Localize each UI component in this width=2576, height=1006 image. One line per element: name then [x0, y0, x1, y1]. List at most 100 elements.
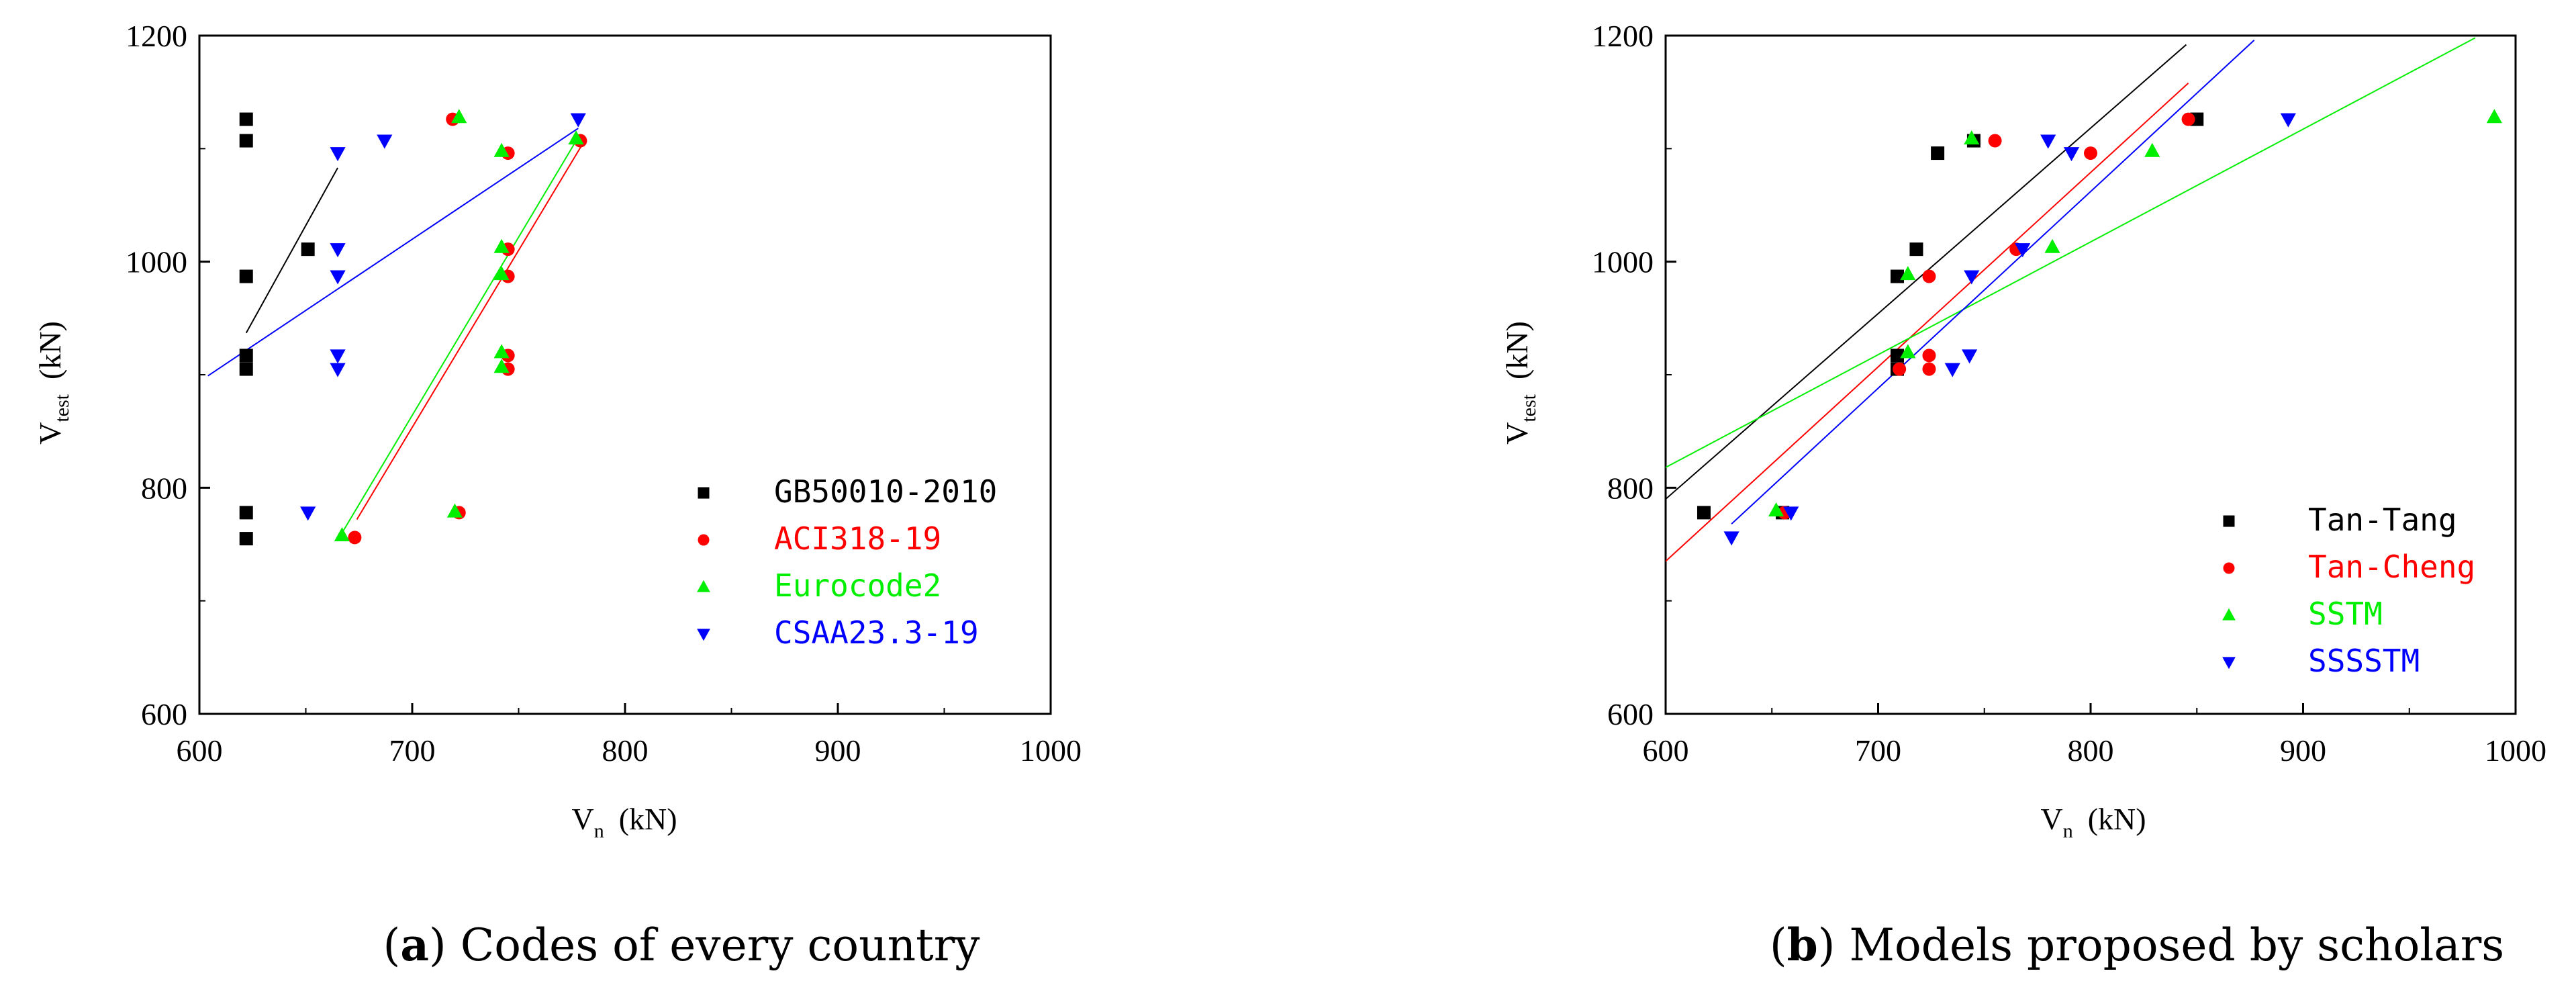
- legend-marker: [2222, 608, 2236, 621]
- data-point: [493, 344, 510, 359]
- legend: GB50010-2010 ACI318-19 Eurocode2 CSAA23.3-1…: [697, 473, 997, 651]
- legend-label: SSTM: [2308, 596, 2383, 632]
- data-point: [493, 266, 510, 281]
- data-point: [239, 506, 253, 520]
- data-point: [330, 270, 346, 285]
- x-axis-label: Vn (kN): [2040, 802, 2146, 842]
- series-SSSSTM: [1723, 113, 2296, 546]
- data-point: [1893, 362, 1907, 376]
- y-tick-label: 1000: [1592, 245, 1654, 279]
- fit-lines: [1666, 37, 2476, 562]
- data-point: [2063, 147, 2080, 162]
- y-tick-label: 1200: [1592, 19, 1654, 53]
- series-ACI318-19: [348, 112, 587, 545]
- data-point: [330, 349, 346, 364]
- y-tick-label: 600: [141, 697, 187, 731]
- data-point: [1783, 506, 1799, 521]
- data-point: [239, 112, 253, 126]
- data-point: [2280, 113, 2296, 128]
- data-point: [2044, 238, 2060, 253]
- y-axis-label: Vtest(kN): [33, 321, 73, 445]
- series-CSAA23.3-19: [300, 113, 586, 521]
- data-point: [239, 269, 253, 283]
- data-point: [239, 362, 253, 376]
- legend-label: Tan-Cheng: [2308, 549, 2475, 585]
- y-tick-label: 800: [1607, 471, 1654, 505]
- x-tick-label: 800: [2068, 733, 2114, 768]
- fit-line-SSSSTM: [1731, 39, 2255, 524]
- data-point: [330, 147, 346, 162]
- x-tick-label: 800: [602, 733, 649, 768]
- legend-label: Tan-Tang: [2308, 502, 2457, 538]
- data-point: [1964, 130, 1980, 145]
- legend-marker: [2223, 562, 2235, 574]
- data-point: [1768, 502, 1784, 516]
- data-point: [1944, 363, 1960, 377]
- x-tick-label: 600: [177, 733, 223, 768]
- plot-frame: [1664, 34, 2517, 715]
- series-Tan-Cheng: [1778, 112, 2195, 520]
- legend-marker: [697, 629, 710, 641]
- x-tick-label: 1000: [1020, 733, 1082, 768]
- data-point: [239, 532, 253, 546]
- legend-label: GB50010-2010: [774, 473, 997, 510]
- data-point: [493, 359, 510, 373]
- panel-caption: (a) Codes of every country: [383, 919, 980, 971]
- fit-line-SSTM: [1666, 37, 2476, 468]
- data-point: [2486, 109, 2502, 124]
- data-point: [300, 506, 316, 521]
- chart-panel-b: 600 700 800 900 1000 600 800 1000 1200 Vn (kN) Vtes…: [1500, 19, 2546, 971]
- legend-marker: [698, 534, 710, 546]
- data-point: [330, 363, 346, 377]
- y-tick-label: 600: [1607, 697, 1654, 731]
- y-tick-label: 800: [141, 471, 187, 505]
- legend-label: Eurocode2: [774, 567, 941, 604]
- fit-line-ACI318-19: [356, 144, 583, 520]
- legend-marker: [2223, 515, 2235, 527]
- series-SSTM: [1768, 109, 2502, 516]
- legend-label: SSSSTM: [2308, 643, 2420, 679]
- data-point: [1922, 362, 1936, 376]
- data-point: [1931, 146, 1945, 161]
- data-point: [1922, 269, 1936, 283]
- fit-line-CSAA23.3-19: [207, 128, 579, 377]
- y-axis-label: Vtest(kN): [1500, 321, 1540, 445]
- legend: Tan-Tang Tan-Cheng SSTM SSSSTM: [2222, 502, 2475, 679]
- data-point: [1697, 506, 1711, 520]
- data-point: [2040, 134, 2056, 149]
- x-tick-label: 700: [1855, 733, 1901, 768]
- plot-frame: [198, 34, 1052, 715]
- x-axis-label: Vn (kN): [571, 802, 677, 842]
- data-point: [1890, 349, 1904, 363]
- data-point: [568, 130, 584, 145]
- legend-label: CSAA23.3-19: [774, 614, 979, 651]
- fit-line-Eurocode2: [341, 136, 579, 534]
- data-point: [239, 349, 253, 363]
- legend-marker: [2222, 657, 2236, 670]
- data-point: [2015, 243, 2031, 258]
- data-point: [348, 531, 362, 545]
- data-point: [2084, 146, 2097, 161]
- x-tick-label: 1000: [2485, 733, 2546, 768]
- x-tick-label: 700: [389, 733, 436, 768]
- data-point: [377, 134, 393, 149]
- x-tick-label: 600: [1643, 733, 1689, 768]
- data-point: [239, 134, 253, 148]
- data-point: [301, 242, 315, 257]
- data-point: [493, 142, 510, 157]
- series-GB50010-2010: [239, 112, 315, 546]
- data-point: [1964, 270, 1980, 285]
- data-point: [1890, 269, 1904, 283]
- legend-label: ACI318-19: [774, 520, 941, 557]
- data-point: [334, 527, 350, 542]
- data-point: [1909, 242, 1923, 257]
- data-point: [2181, 112, 2195, 126]
- series-Eurocode2: [334, 109, 584, 542]
- data-point: [1900, 344, 1916, 359]
- legend-marker: [698, 487, 710, 499]
- x-tick-label: 900: [815, 733, 861, 768]
- data-point: [493, 238, 510, 253]
- data-point: [1723, 531, 1739, 546]
- y-tick-label: 1000: [126, 245, 187, 279]
